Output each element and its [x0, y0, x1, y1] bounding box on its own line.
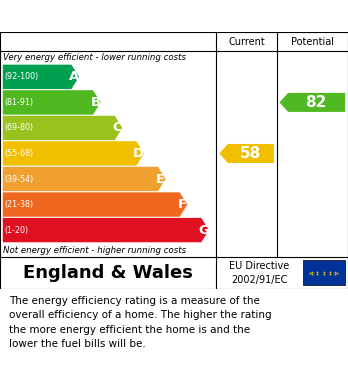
- Polygon shape: [3, 141, 144, 166]
- Text: Very energy efficient - lower running costs: Very energy efficient - lower running co…: [3, 54, 187, 63]
- Polygon shape: [219, 144, 274, 163]
- Polygon shape: [3, 65, 79, 89]
- Polygon shape: [3, 167, 166, 191]
- Text: (39-54): (39-54): [5, 174, 34, 183]
- Text: Current: Current: [228, 37, 265, 47]
- Text: (69-80): (69-80): [5, 124, 34, 133]
- Text: 58: 58: [239, 146, 261, 161]
- Text: Potential: Potential: [291, 37, 334, 47]
- Text: Not energy efficient - higher running costs: Not energy efficient - higher running co…: [3, 246, 187, 255]
- Text: D: D: [133, 147, 144, 160]
- Text: (92-100): (92-100): [5, 72, 39, 81]
- Polygon shape: [3, 192, 187, 217]
- Text: B: B: [90, 96, 101, 109]
- Text: C: C: [112, 122, 122, 135]
- Text: Energy Efficiency Rating: Energy Efficiency Rating: [10, 7, 239, 25]
- Text: 82: 82: [305, 95, 326, 110]
- Polygon shape: [3, 218, 209, 242]
- Text: F: F: [177, 198, 187, 211]
- Text: G: G: [198, 224, 209, 237]
- Text: The energy efficiency rating is a measure of the
overall efficiency of a home. T: The energy efficiency rating is a measur…: [9, 296, 271, 349]
- Text: (1-20): (1-20): [5, 226, 29, 235]
- Text: E: E: [156, 172, 165, 185]
- Text: (55-68): (55-68): [5, 149, 34, 158]
- Text: England & Wales: England & Wales: [23, 264, 193, 282]
- Polygon shape: [3, 116, 122, 140]
- Polygon shape: [3, 90, 101, 115]
- Text: EU Directive
2002/91/EC: EU Directive 2002/91/EC: [229, 261, 290, 285]
- Text: (21-38): (21-38): [5, 200, 34, 209]
- Text: A: A: [69, 70, 79, 83]
- Text: (81-91): (81-91): [5, 98, 34, 107]
- Bar: [303, 260, 345, 285]
- Polygon shape: [279, 93, 345, 112]
